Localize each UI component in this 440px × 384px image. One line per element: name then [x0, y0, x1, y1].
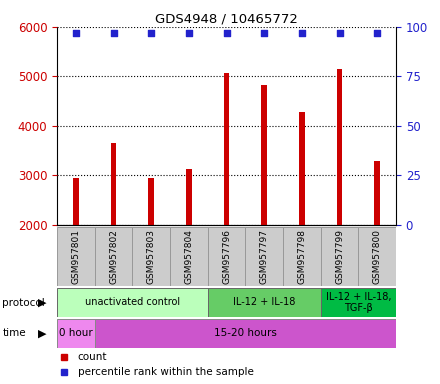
Text: ▶: ▶: [37, 298, 46, 308]
Text: count: count: [77, 352, 107, 362]
Point: [298, 30, 305, 36]
Text: 15-20 hours: 15-20 hours: [214, 328, 277, 338]
Point: [223, 30, 230, 36]
Text: GSM957804: GSM957804: [184, 229, 194, 284]
FancyBboxPatch shape: [283, 227, 321, 286]
Point: [185, 30, 192, 36]
Bar: [299, 112, 305, 225]
Text: GSM957799: GSM957799: [335, 229, 344, 284]
Text: IL-12 + IL-18: IL-12 + IL-18: [233, 297, 295, 308]
Point: [110, 30, 117, 36]
Text: 0 hour: 0 hour: [59, 328, 93, 338]
FancyBboxPatch shape: [208, 288, 321, 317]
FancyBboxPatch shape: [358, 227, 396, 286]
Bar: [374, 161, 380, 225]
FancyBboxPatch shape: [95, 227, 132, 286]
Text: GSM957797: GSM957797: [260, 229, 269, 284]
Point: [336, 30, 343, 36]
Text: GSM957800: GSM957800: [373, 229, 381, 284]
Point: [261, 30, 268, 36]
Bar: [224, 73, 229, 225]
FancyBboxPatch shape: [321, 288, 396, 317]
Text: GSM957801: GSM957801: [72, 229, 81, 284]
Bar: [186, 169, 192, 225]
Text: ▶: ▶: [37, 328, 46, 338]
Point: [374, 30, 381, 36]
Text: GSM957803: GSM957803: [147, 229, 156, 284]
Text: GSM957796: GSM957796: [222, 229, 231, 284]
Bar: [111, 143, 117, 225]
Point: [148, 30, 155, 36]
Title: GDS4948 / 10465772: GDS4948 / 10465772: [155, 13, 298, 26]
Text: unactivated control: unactivated control: [85, 297, 180, 308]
Text: IL-12 + IL-18,
TGF-β: IL-12 + IL-18, TGF-β: [326, 291, 391, 313]
FancyBboxPatch shape: [95, 319, 396, 348]
Text: time: time: [2, 328, 26, 338]
FancyBboxPatch shape: [57, 319, 95, 348]
Text: protocol: protocol: [2, 298, 45, 308]
Bar: [148, 178, 154, 225]
Point: [73, 30, 80, 36]
FancyBboxPatch shape: [246, 227, 283, 286]
FancyBboxPatch shape: [170, 227, 208, 286]
FancyBboxPatch shape: [57, 288, 208, 317]
Bar: [261, 85, 267, 225]
Bar: [337, 69, 342, 225]
Bar: [73, 178, 79, 225]
FancyBboxPatch shape: [321, 227, 358, 286]
FancyBboxPatch shape: [208, 227, 246, 286]
Text: GSM957802: GSM957802: [109, 229, 118, 284]
FancyBboxPatch shape: [132, 227, 170, 286]
Text: percentile rank within the sample: percentile rank within the sample: [77, 367, 253, 377]
Text: GSM957798: GSM957798: [297, 229, 306, 284]
FancyBboxPatch shape: [57, 227, 95, 286]
